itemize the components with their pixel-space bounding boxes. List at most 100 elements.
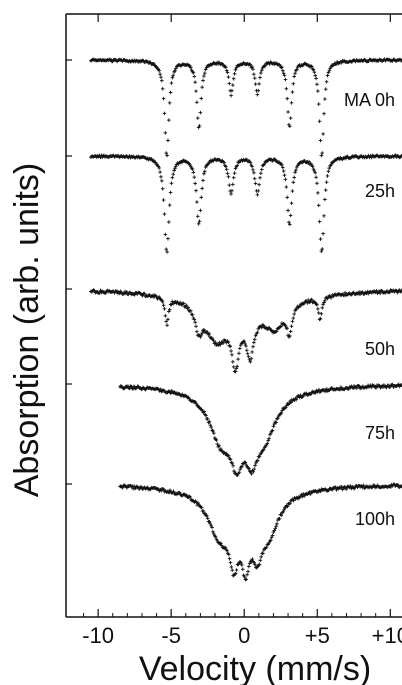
data-point [251, 168, 255, 172]
data-point [369, 155, 374, 160]
data-point [201, 509, 206, 513]
data-point [200, 186, 204, 191]
data-point [226, 454, 231, 458]
data-point [320, 306, 325, 310]
data-point [325, 73, 330, 78]
data-point [124, 290, 129, 294]
data-point [160, 186, 165, 191]
data-point [165, 323, 169, 327]
data-point [172, 168, 176, 173]
data-point [210, 525, 214, 530]
data-point [270, 533, 275, 538]
data-point [319, 311, 324, 316]
data-point [169, 81, 174, 85]
data-point [288, 329, 293, 334]
data-point [287, 220, 291, 225]
data-point [316, 191, 320, 195]
data-point [166, 236, 170, 241]
data-point [239, 561, 243, 565]
data-point [396, 483, 400, 487]
data-point [192, 175, 197, 179]
series-label: 50h [365, 339, 395, 359]
data-point [253, 463, 257, 468]
data-point [201, 78, 205, 83]
data-point [293, 71, 297, 76]
data-point [259, 451, 263, 455]
data-point [259, 167, 264, 172]
data-point [167, 220, 171, 224]
data-point [289, 324, 294, 329]
data-point [250, 350, 254, 354]
data-point [166, 138, 170, 143]
data-point [202, 171, 206, 176]
data-point [227, 556, 232, 561]
data-point [381, 385, 385, 389]
data-point [208, 160, 212, 164]
data-point [292, 312, 296, 316]
data-point [261, 323, 266, 328]
data-point [305, 301, 310, 305]
data-point [163, 232, 168, 237]
data-point [320, 151, 325, 155]
data-point [199, 333, 204, 337]
data-point [202, 71, 207, 75]
data-point [251, 469, 256, 474]
data-point [120, 485, 125, 490]
data-point [276, 416, 280, 421]
data-point [174, 66, 178, 71]
data-point [311, 67, 316, 72]
data-point [252, 467, 256, 471]
data-point [387, 290, 392, 295]
data-point [224, 65, 228, 69]
data-point [290, 319, 295, 324]
data-point [237, 470, 242, 475]
data-point [271, 424, 276, 429]
data-point [233, 369, 238, 374]
data-point [283, 77, 288, 82]
data-point [174, 164, 178, 169]
data-point [192, 74, 197, 79]
data-point [313, 171, 318, 175]
data-point [285, 96, 289, 101]
data-point [291, 316, 296, 320]
data-point [229, 349, 233, 353]
data-point [202, 409, 206, 414]
data-point [199, 96, 204, 101]
data-point [329, 163, 333, 167]
data-point [317, 219, 322, 224]
series-3 [89, 288, 402, 374]
data-point [170, 175, 175, 180]
x-tick-label: 0 [238, 623, 250, 648]
data-point [253, 181, 258, 186]
data-point [259, 68, 264, 73]
data-point [377, 289, 382, 294]
data-point [262, 162, 267, 166]
data-point [291, 498, 296, 503]
data-point [321, 302, 325, 307]
data-point [291, 81, 296, 86]
data-point [202, 169, 207, 174]
data-point [253, 82, 258, 86]
data-point [243, 460, 248, 465]
data-point [314, 76, 318, 81]
data-point [224, 167, 229, 172]
data-point [157, 68, 162, 73]
data-point [229, 93, 233, 98]
data-point [399, 289, 402, 294]
data-point [249, 559, 254, 564]
data-point [213, 340, 218, 345]
data-point [163, 314, 168, 318]
data-point [399, 383, 402, 387]
series-1 [89, 57, 402, 158]
data-point [236, 562, 241, 567]
data-point [280, 163, 284, 167]
data-point [240, 464, 244, 469]
data-point [255, 193, 260, 197]
data-point [224, 68, 229, 73]
data-point [188, 495, 192, 499]
data-point [325, 174, 330, 178]
data-point [140, 293, 145, 298]
data-point [344, 487, 348, 491]
data-point [202, 327, 206, 332]
data-point [295, 67, 299, 72]
